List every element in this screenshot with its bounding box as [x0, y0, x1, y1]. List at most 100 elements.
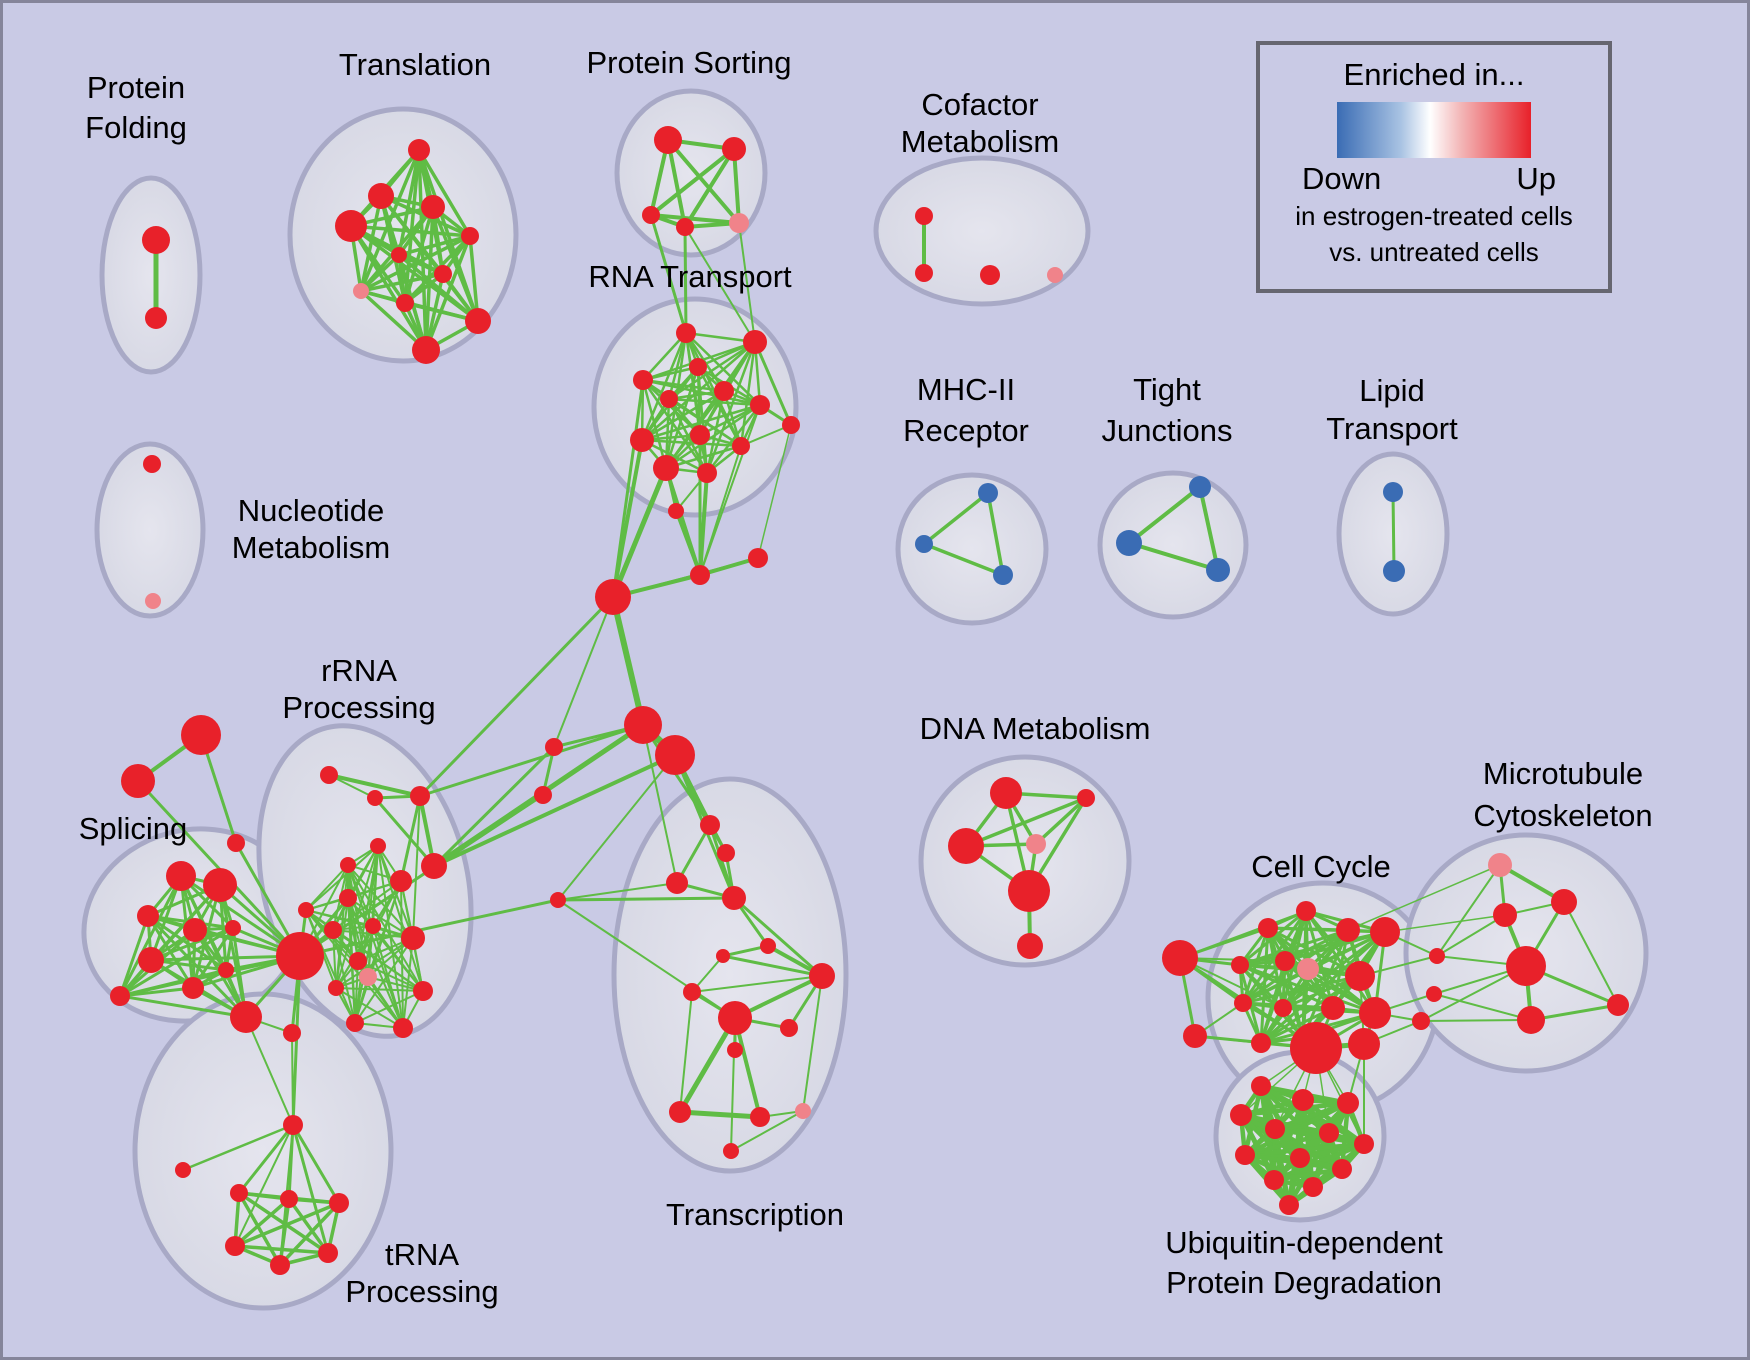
gene-set-node — [1183, 1024, 1207, 1048]
cluster-ellipse-protein-folding — [99, 175, 203, 375]
gene-set-node — [401, 926, 425, 950]
gene-set-node — [335, 210, 367, 242]
enrichment-edge — [1238, 1100, 1351, 1118]
enrichment-edge — [649, 147, 736, 217]
enrichment-edge — [553, 596, 614, 748]
gene-set-node — [461, 227, 479, 245]
enrichment-edge — [753, 340, 793, 427]
enrichment-edge — [191, 883, 222, 990]
enrichment-edge — [683, 225, 688, 335]
gene-set-node — [121, 764, 155, 798]
gene-set-node — [700, 815, 720, 835]
gene-set-node — [328, 980, 344, 996]
enrichment-edge — [359, 272, 445, 293]
cluster-label-trna-processing: Processing — [345, 1274, 498, 1309]
enrichment-edge — [1238, 963, 1335, 1010]
gene-set-node — [359, 968, 377, 986]
enrichment-edge — [347, 864, 404, 1029]
gene-set-node — [915, 207, 933, 225]
gene-set-node — [1296, 901, 1316, 921]
enrichment-edge — [412, 795, 421, 939]
gene-set-node — [1264, 1170, 1284, 1190]
cluster-label-rrna-processing: Processing — [282, 690, 435, 725]
enrichment-edge — [666, 138, 687, 229]
cluster-label-protein-folding: Protein — [87, 70, 185, 105]
enrichment-edge — [291, 1123, 341, 1205]
enrichment-edge — [705, 340, 757, 475]
gene-set-node — [1337, 1092, 1359, 1114]
enrichment-edge — [1259, 959, 1287, 1045]
enrichment-edge — [640, 438, 709, 475]
enrichment-edge — [432, 753, 677, 868]
gene-set-node — [353, 283, 369, 299]
enrichment-edge — [418, 595, 615, 798]
enrichment-edge — [377, 845, 424, 992]
gene-set-node — [183, 918, 207, 942]
gene-set-node — [1251, 1033, 1271, 1053]
legend-ends: Down Up — [1260, 161, 1608, 197]
gene-set-node — [732, 437, 750, 455]
cluster-label-microtubule-cytoskeleton: Microtubule — [1483, 756, 1643, 791]
cluster-ellipse-dna-metabolism — [918, 754, 1132, 968]
gene-set-node — [1047, 267, 1063, 283]
enrichment-edge — [641, 378, 762, 407]
enrichment-edge — [349, 224, 428, 352]
cluster-label-protein-sorting: Protein Sorting — [586, 45, 791, 80]
enrichment-edge — [118, 914, 150, 998]
enrichment-edge — [640, 403, 762, 442]
gene-set-node — [624, 706, 662, 744]
gene-set-node — [270, 1255, 290, 1275]
gene-set-node — [1116, 530, 1142, 556]
enrichment-edge — [666, 138, 741, 225]
gene-set-node — [978, 483, 998, 503]
enrichment-edge — [149, 926, 235, 962]
enrichment-edge — [641, 723, 712, 827]
gene-set-node — [795, 1103, 811, 1119]
enrichment-edge — [332, 929, 337, 989]
enrichment-edge — [233, 1197, 291, 1248]
gene-set-node — [1336, 918, 1360, 942]
enrichment-edge — [1034, 796, 1088, 846]
gene-set-node — [1274, 999, 1292, 1017]
cluster-label-tight-junctions: Junctions — [1102, 413, 1233, 448]
enrichment-edge — [1563, 901, 1619, 1006]
enrichment-edge — [118, 994, 248, 1019]
gene-set-node — [283, 1024, 301, 1042]
enrichment-edge — [1436, 864, 1501, 957]
gene-set-node — [545, 738, 563, 756]
enrichment-edge — [1241, 967, 1310, 1005]
gene-set-node — [230, 1184, 248, 1202]
gene-set-node — [225, 1236, 245, 1256]
gene-set-node — [181, 715, 221, 755]
gene-set-node — [110, 986, 130, 1006]
enrichment-edge — [642, 724, 678, 884]
gene-set-node — [138, 947, 164, 973]
gene-set-node — [1235, 1145, 1255, 1165]
cluster-ellipse-nucleotide-metabolism — [94, 441, 206, 619]
enrichment-edge — [677, 1015, 738, 1115]
cluster-label-tight-junctions: Tight — [1133, 372, 1201, 407]
gene-set-node — [1251, 1076, 1271, 1096]
legend-title: Enriched in... — [1343, 57, 1525, 92]
gene-set-node — [714, 381, 734, 401]
enrichment-edge — [1127, 541, 1220, 572]
gene-set-node — [1551, 889, 1577, 915]
gene-set-node — [391, 247, 407, 263]
gene-set-node — [1189, 476, 1211, 498]
gene-set-node — [948, 828, 984, 864]
gene-set-node — [1383, 482, 1403, 502]
enrichment-edge — [641, 331, 688, 382]
cluster-ellipse-tight-junctions — [1097, 470, 1249, 620]
gene-set-node — [722, 886, 746, 910]
gene-set-node — [669, 1101, 691, 1123]
gene-set-node — [276, 932, 324, 980]
gene-set-node — [280, 1190, 298, 1208]
enrichment-edge — [1179, 957, 1284, 1009]
gene-set-node — [1488, 853, 1512, 877]
enrichment-edge — [986, 491, 1005, 577]
gene-set-node — [320, 766, 338, 784]
enrichment-edge — [233, 1201, 341, 1248]
gene-set-node — [689, 358, 707, 376]
gene-set-node — [1290, 1022, 1342, 1074]
enrichment-edge — [1286, 1130, 1332, 1208]
